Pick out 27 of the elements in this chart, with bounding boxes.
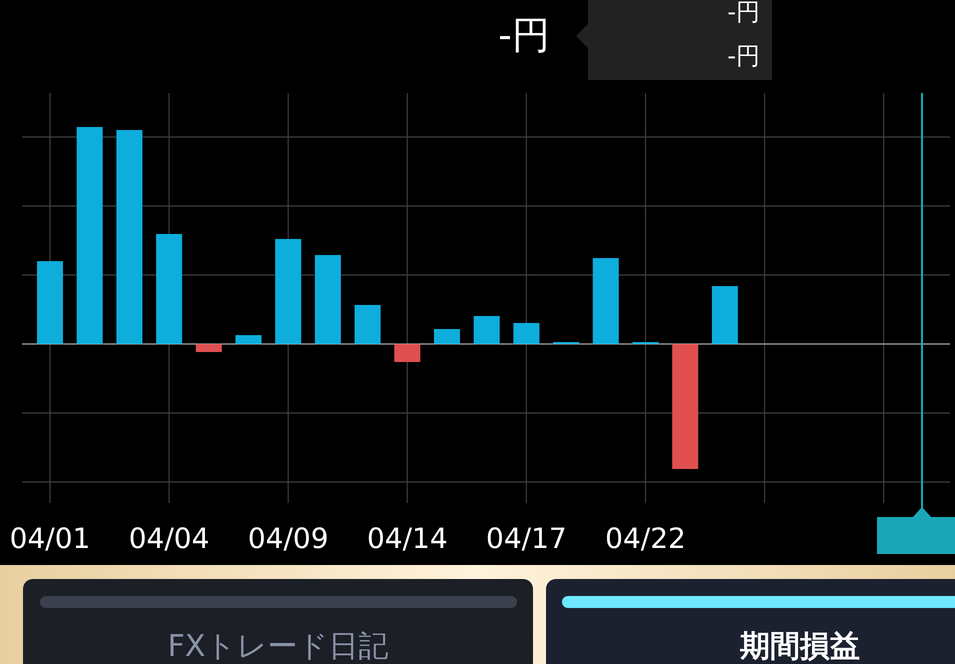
- bar: [196, 344, 222, 352]
- bar: [236, 335, 262, 344]
- bar: [712, 286, 738, 344]
- bar: [275, 238, 302, 344]
- bar: [314, 255, 341, 344]
- text: -円: [727, 0, 760, 26]
- bar: [592, 258, 619, 344]
- x-tick-label: 04/09: [248, 522, 329, 555]
- bar: [354, 304, 381, 344]
- bar: [513, 322, 540, 344]
- x-tick-label: 04/04: [128, 522, 210, 555]
- bar: [434, 329, 460, 344]
- chart-title: -円: [498, 13, 550, 57]
- x-tick-label: 04/22: [605, 522, 686, 555]
- bar: [474, 316, 500, 344]
- bar: [37, 261, 63, 344]
- bar: [116, 130, 142, 344]
- x-tick-label: 04/01: [10, 522, 90, 555]
- bar: [156, 234, 182, 344]
- text: FXトレード日記: [168, 629, 388, 664]
- x-tick-label: 04/14: [366, 522, 448, 555]
- bar: [394, 344, 420, 362]
- text: 期間損益: [739, 629, 860, 664]
- text: -円: [727, 42, 760, 70]
- bar: [672, 344, 698, 469]
- x-tick-label: 04/17: [486, 522, 567, 555]
- bar: [76, 127, 103, 344]
